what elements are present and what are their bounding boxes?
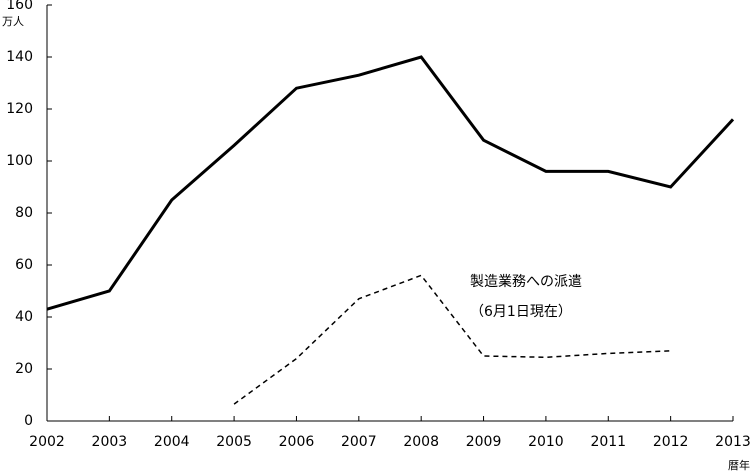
x-tick-label: 2007 (341, 434, 377, 450)
x-tick-label: 2009 (466, 434, 502, 450)
x-axis-label: 暦年 (728, 458, 750, 472)
line-series (46, 55, 735, 311)
y-tick-label: 140 (6, 49, 33, 65)
y-tick-label: 80 (15, 205, 33, 221)
x-tick-label: 2013 (715, 434, 751, 450)
x-tick-label: 2002 (29, 434, 65, 450)
x-tick-label: 2003 (92, 434, 128, 450)
y-axis-label: 万人 (2, 15, 24, 28)
x-tick-label: 2010 (528, 434, 564, 450)
y-tick-label: 0 (24, 413, 33, 429)
x-tick-label: 2012 (653, 434, 689, 450)
legend-label: 製造業務への派遣 (470, 274, 582, 290)
annotation: （6月1日現在） (470, 304, 572, 320)
y-tick-label: 160 (6, 0, 33, 13)
y-tick-label: 120 (6, 101, 33, 117)
y-tick-label: 40 (15, 309, 33, 325)
x-tick-label: 2004 (154, 434, 190, 450)
x-tick-label: 2011 (590, 434, 626, 450)
y-tick-label: 20 (15, 361, 33, 377)
line-series (233, 274, 671, 405)
x-tick-label: 2006 (279, 434, 315, 450)
y-tick-label: 60 (15, 257, 33, 273)
x-tick-label: 2008 (403, 434, 439, 450)
x-tick-label: 2005 (216, 434, 252, 450)
y-tick-label: 100 (6, 153, 33, 169)
